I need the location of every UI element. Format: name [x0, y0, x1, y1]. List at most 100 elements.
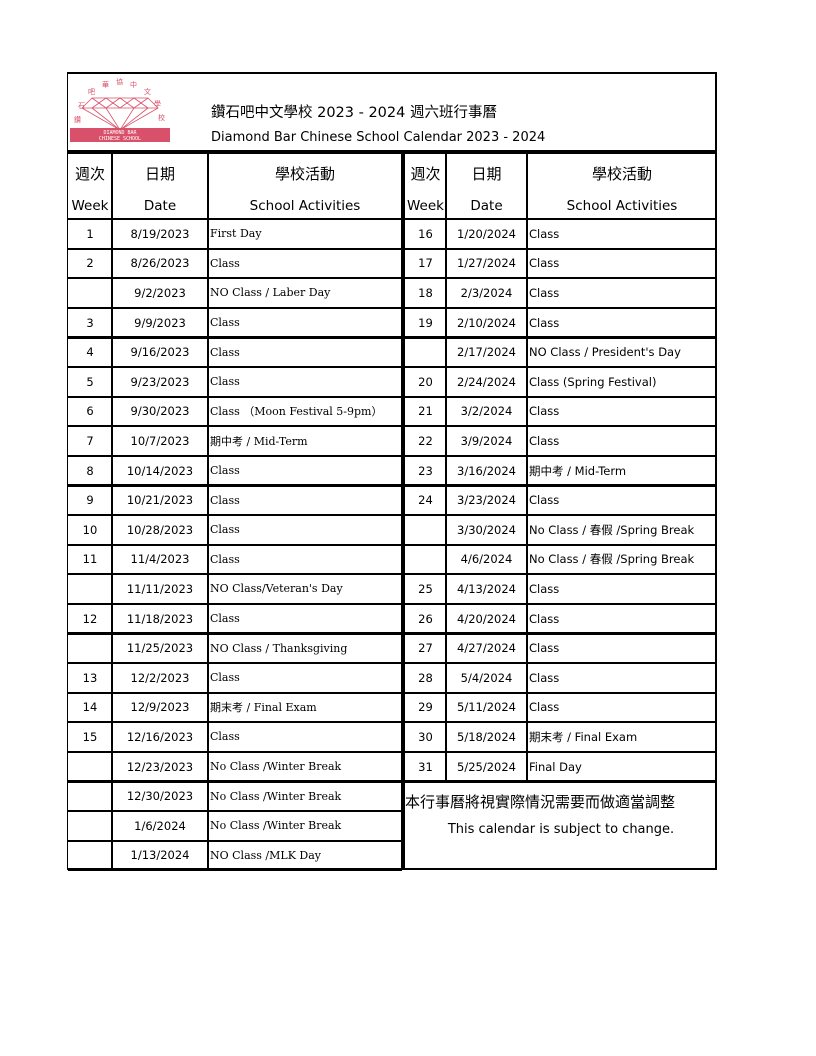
- row-week: 20: [418, 374, 433, 389]
- row-activity: Class: [210, 256, 240, 270]
- row-date: 4/13/2024: [457, 581, 516, 596]
- row-activity: Class: [529, 670, 560, 685]
- svg-text:華: 華: [102, 80, 109, 89]
- row-week: 19: [418, 315, 433, 330]
- row-date: 4/6/2024: [460, 552, 513, 567]
- row-date: 12/30/2023: [126, 789, 194, 804]
- row-divider: [405, 395, 717, 398]
- row-date: 1/6/2024: [134, 818, 186, 833]
- row-week: [68, 781, 112, 811]
- school-logo: 鑽石吧 華協中 文學校 DIAMOND BAR CHINESE SCHOOL: [70, 77, 170, 142]
- row-divider: [68, 277, 402, 280]
- row-date: 3/2/2024: [460, 404, 513, 419]
- column-header-activity-en: School Activities: [249, 198, 361, 214]
- note-chinese: 本行事曆將視實際情況需要而做適當調整: [405, 793, 676, 811]
- row-week: [405, 515, 446, 545]
- row-date: 9/9/2023: [134, 315, 186, 330]
- row-week: 24: [418, 493, 433, 508]
- row-week: 5: [86, 374, 94, 389]
- row-week: 7: [86, 433, 94, 448]
- row-activity: Class: [529, 433, 560, 448]
- row-divider: [68, 247, 402, 250]
- row-activity: No Class /Winter Break: [210, 819, 342, 833]
- row-divider: [68, 573, 402, 576]
- row-divider: [68, 425, 402, 428]
- column-header-activity-en: School Activities: [566, 198, 678, 214]
- row-date: 12/9/2023: [130, 700, 190, 715]
- row-week: [68, 841, 112, 871]
- svg-text:吧: 吧: [88, 88, 95, 96]
- row-activity: NO Class / Thanksgiving: [210, 641, 348, 655]
- row-activity: Class: [529, 493, 560, 508]
- row-divider: [68, 721, 402, 724]
- row-week: 29: [418, 700, 433, 715]
- row-date: 3/30/2024: [457, 522, 516, 537]
- svg-text:中: 中: [130, 80, 137, 89]
- column-header-week-en: Week: [71, 198, 109, 214]
- row-divider: [405, 602, 717, 605]
- row-divider: [405, 454, 717, 457]
- row-week: 15: [82, 729, 98, 744]
- row-divider: [405, 543, 717, 546]
- column-header-activity-zh: 學校活動: [591, 164, 652, 183]
- svg-text:石: 石: [78, 102, 85, 110]
- row-activity: Class: [529, 581, 560, 596]
- row-week: [68, 633, 112, 663]
- row-activity: Class: [210, 612, 240, 626]
- row-date: 3/23/2024: [457, 493, 516, 508]
- row-week: 27: [418, 641, 433, 656]
- row-activity: First Day: [210, 227, 262, 241]
- title-chinese: 鑽石吧中文學校 2023 - 2024 週六班行事曆: [211, 105, 497, 121]
- row-date: 9/30/2023: [130, 404, 190, 419]
- row-activity: Class: [529, 315, 560, 330]
- row-divider: [405, 662, 717, 664]
- note-english: This calendar is subject to change.: [447, 822, 675, 837]
- row-divider: [68, 632, 402, 636]
- header-divider: [67, 150, 717, 154]
- row-date: 10/7/2023: [130, 433, 190, 448]
- column-header-week-en: Week: [407, 198, 444, 214]
- row-date: 3/16/2024: [457, 463, 516, 478]
- row-activity: Class: [529, 256, 560, 271]
- column-divider: [445, 152, 447, 782]
- row-divider: [68, 366, 402, 368]
- row-activity: Class: [210, 552, 240, 566]
- row-activity: Class: [529, 700, 560, 715]
- svg-text:文: 文: [144, 87, 151, 96]
- row-divider: [405, 721, 717, 724]
- svg-text:校: 校: [158, 113, 165, 122]
- row-date: 11/25/2023: [126, 641, 194, 656]
- svg-text:CHINESE SCHOOL: CHINESE SCHOOL: [99, 136, 141, 142]
- row-activity: NO Class /MLK Day: [210, 848, 321, 862]
- row-date: 1/13/2024: [130, 848, 190, 863]
- row-week: 30: [418, 729, 433, 744]
- row-activity: No Class / 春假 /Spring Break: [529, 552, 695, 567]
- row-divider: [68, 602, 402, 605]
- column-divider: [111, 152, 113, 871]
- svg-text:鑽: 鑽: [74, 115, 81, 124]
- row-date: 10/28/2023: [126, 522, 194, 537]
- column-header-date-zh: 日期: [144, 164, 175, 183]
- row-divider: [405, 366, 717, 368]
- row-divider: [68, 662, 402, 664]
- row-date: 4/20/2024: [457, 611, 516, 626]
- row-activity: No Class /Winter Break: [210, 760, 342, 774]
- row-week: 1: [86, 226, 94, 241]
- row-week: 31: [418, 759, 433, 774]
- row-activity: Class: [529, 226, 560, 241]
- column-header-divider: [67, 218, 717, 220]
- calendar-table: [67, 72, 717, 870]
- row-date: 12/16/2023: [126, 729, 194, 744]
- row-activity: Class （Moon Festival 5-9pm）: [210, 405, 383, 419]
- row-divider: [68, 839, 402, 842]
- row-divider: [68, 543, 402, 546]
- row-date: 3/9/2024: [460, 433, 513, 448]
- row-divider: [405, 336, 717, 340]
- row-week: [68, 752, 112, 782]
- row-divider: [405, 277, 717, 280]
- row-activity: 期中考 / Mid-Term: [529, 463, 627, 478]
- row-week: [405, 337, 446, 367]
- column-header-week-zh: 週次: [74, 164, 105, 183]
- row-activity: Class: [529, 285, 560, 300]
- row-activity: NO Class / Laber Day: [210, 286, 331, 300]
